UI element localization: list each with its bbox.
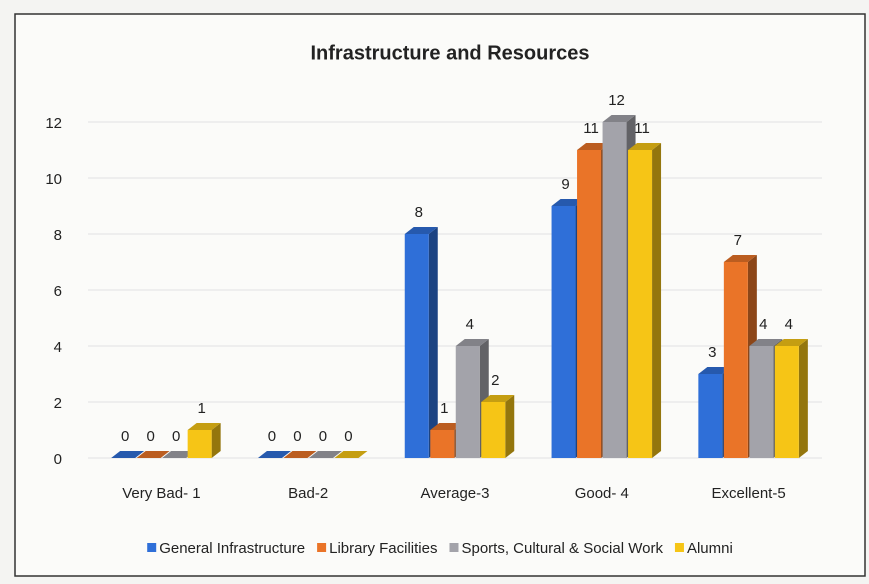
x-tick-label: Very Bad- 1 <box>122 485 200 502</box>
bar <box>749 346 774 458</box>
y-tick-label: 0 <box>54 451 62 468</box>
bar-top <box>136 451 170 458</box>
data-label: 12 <box>608 92 625 109</box>
y-tick-label: 4 <box>54 339 62 356</box>
data-label: 0 <box>344 428 352 445</box>
bar-top <box>162 451 196 458</box>
bar-top <box>749 339 783 346</box>
y-tick-label: 2 <box>54 395 62 412</box>
bar-top <box>187 423 221 430</box>
data-label: 4 <box>759 316 767 333</box>
data-label: 4 <box>466 316 474 333</box>
bar-top <box>404 227 438 234</box>
data-label: 11 <box>583 120 599 137</box>
y-tick-label: 6 <box>54 283 62 300</box>
legend-swatch <box>674 543 684 552</box>
data-label: 9 <box>561 176 569 193</box>
bar-top <box>551 199 585 206</box>
legend-swatch <box>449 543 459 552</box>
chart-title: Infrastructure and Resources <box>311 42 590 64</box>
y-tick-label: 8 <box>54 227 62 244</box>
bar-top <box>723 255 757 262</box>
data-label: 7 <box>734 232 742 249</box>
bar-top <box>334 451 368 458</box>
bar <box>602 122 627 458</box>
legend-swatch <box>147 543 157 552</box>
bar-side <box>428 227 438 458</box>
legend-label: Library Facilities <box>329 540 437 557</box>
legend-label: Alumni <box>687 540 733 557</box>
bar <box>577 150 602 458</box>
bar-top <box>111 451 145 458</box>
data-label: 0 <box>121 428 129 445</box>
bar <box>774 346 799 458</box>
bar-top <box>628 143 662 150</box>
chart-frame <box>14 13 866 577</box>
bar-top <box>577 143 611 150</box>
data-label: 0 <box>146 428 154 445</box>
legend-swatch <box>317 543 327 552</box>
bar-top <box>455 339 489 346</box>
data-label: 1 <box>440 400 448 417</box>
bar <box>455 346 480 458</box>
data-label: 8 <box>415 204 423 221</box>
x-tick-label: Excellent-5 <box>711 485 785 502</box>
bar-top <box>308 451 342 458</box>
data-label: 0 <box>172 428 180 445</box>
data-label: 4 <box>785 316 793 333</box>
data-label: 1 <box>197 400 205 417</box>
data-label: 0 <box>293 428 301 445</box>
x-tick-label: Good- 4 <box>575 485 629 502</box>
bar-side <box>798 339 808 458</box>
data-label: 0 <box>268 428 276 445</box>
bar <box>430 430 455 458</box>
data-label: 11 <box>634 120 650 137</box>
bar-top <box>430 423 464 430</box>
legend-label: General Infrastructure <box>159 540 305 557</box>
bar <box>628 150 653 458</box>
y-tick-label: 10 <box>45 171 62 188</box>
x-tick-label: Bad-2 <box>288 485 328 502</box>
bar <box>187 430 212 458</box>
legend-label: Sports, Cultural & Social Work <box>461 540 663 557</box>
bar <box>404 234 429 458</box>
bar-top <box>602 115 636 122</box>
bar <box>481 402 506 458</box>
bar <box>723 262 748 458</box>
bar <box>698 374 723 458</box>
data-label: 3 <box>708 344 716 361</box>
bar-side <box>652 143 662 458</box>
data-label: 0 <box>319 428 327 445</box>
bar-top <box>774 339 808 346</box>
bar-top <box>283 451 317 458</box>
legend: General Infrastructure Library Facilities… <box>147 540 733 557</box>
bar-top <box>698 367 732 374</box>
x-tick-label: Average-3 <box>421 485 490 502</box>
data-label: 2 <box>491 372 499 389</box>
bar-side <box>211 423 221 458</box>
bar-top <box>481 395 515 402</box>
bar <box>551 206 576 458</box>
bar-side <box>505 395 515 458</box>
bar-top <box>257 451 291 458</box>
y-tick-label: 12 <box>45 115 62 132</box>
